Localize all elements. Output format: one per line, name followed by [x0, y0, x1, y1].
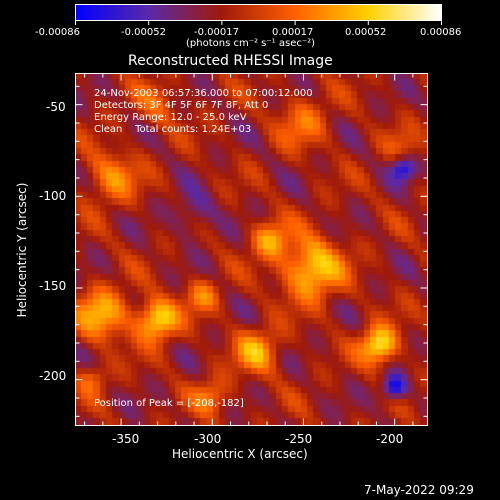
annotation-time-range: 24-Nov-2003 06:57:36.000 to 07:00:12.000 [94, 88, 313, 99]
y-tick-label: -100 [39, 189, 67, 203]
y-axis-label: Heliocentric Y (arcsec) [15, 182, 29, 318]
annotation-detectors: Detectors: 3F 4F 5F 6F 7F 8F, Att 0 [94, 100, 269, 111]
footer-timestamp: 7-May-2022 09:29 [364, 483, 474, 497]
colorbar-unit-label: (photons cm⁻² s⁻¹ asec⁻²) [186, 38, 316, 49]
colorbar-tick-label: -0.00086 [35, 27, 80, 38]
colorbar-tick-label: -0.00052 [121, 27, 166, 38]
y-axis-label-wrap: Heliocentric Y (arcsec) [11, 160, 29, 340]
colorbar-tick-label: 0.00052 [345, 27, 387, 38]
x-tick-label: -250 [285, 432, 313, 446]
colorbar [75, 4, 441, 20]
plot-title: Reconstructed RHESSI Image [128, 53, 333, 69]
y-tick-label: -50 [46, 100, 66, 114]
x-axis-label: Heliocentric X (arcsec) [172, 447, 308, 461]
annotation-energy-range: Energy Range: 12.0 - 25.0 keV [94, 112, 247, 123]
x-tick-label: -350 [112, 432, 140, 446]
colorbar-tick-label: 0.00086 [420, 27, 462, 38]
colorbar-frame [75, 4, 442, 25]
annotation-clean-counts: Clean Total counts: 1.24E+03 [94, 124, 252, 135]
peak-position-label: Position of Peak = [-208,-182] [94, 398, 244, 409]
y-tick-label: -200 [39, 369, 67, 383]
x-tick-label: -200 [376, 432, 404, 446]
y-tick-label: -150 [39, 279, 67, 293]
colorbar-tick-label: 0.00017 [272, 27, 314, 38]
colorbar-tick-label: -0.00017 [194, 27, 239, 38]
x-tick-label: -300 [194, 432, 222, 446]
